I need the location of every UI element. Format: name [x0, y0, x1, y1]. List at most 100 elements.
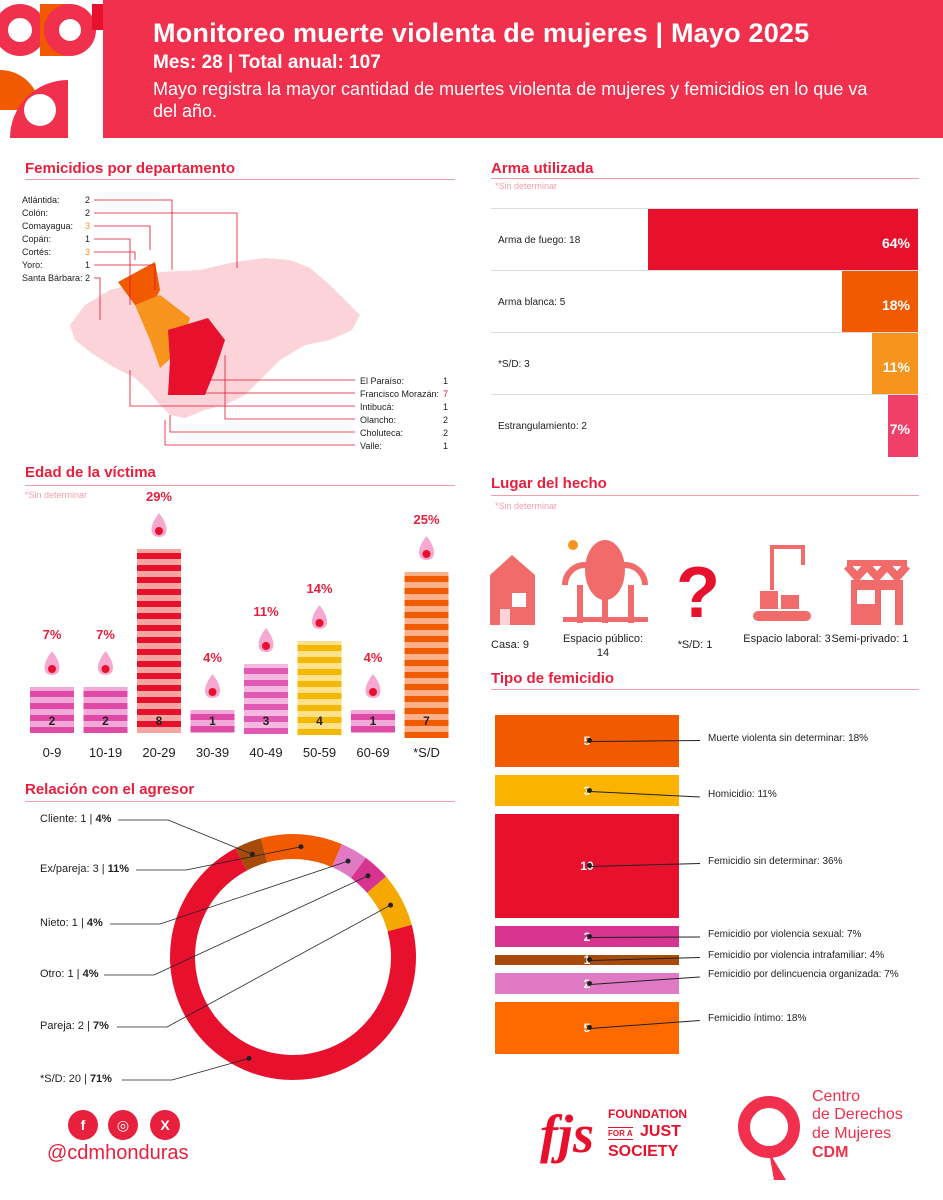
age-pct: 7% [42, 627, 62, 642]
store-icon [844, 560, 910, 625]
cdm-line4: CDM [812, 1144, 849, 1161]
relacion-label: Ex/pareja: 3 | 11% [40, 863, 129, 875]
dept-name: Intibucá: [360, 402, 395, 412]
arma-row: 7% Estrangulamiento: 2 [491, 394, 918, 457]
honduras-map [70, 199, 360, 446]
section-divider [491, 689, 919, 690]
age-pct: 4% [203, 650, 222, 665]
relacion-label: Otro: 1 | 4% [40, 968, 99, 980]
age-label: 0-9 [42, 745, 62, 760]
instagram-icon[interactable]: ◎ [108, 1110, 138, 1140]
donut-slice [260, 834, 342, 868]
age-pct: 25% [413, 512, 440, 527]
age-count: 3 [262, 714, 270, 728]
relacion-leader-line [118, 819, 253, 855]
age-candle-chart [30, 513, 449, 738]
relacion-label-pct: 71% [89, 1073, 112, 1085]
arma-pct: 7% [889, 421, 910, 437]
facebook-icon[interactable]: f [68, 1110, 98, 1140]
age-candle [297, 605, 342, 735]
fjs-line1: FOUNDATION [608, 1107, 688, 1121]
arma-label: Arma de fuego: 18 [498, 235, 581, 246]
section-divider [25, 801, 455, 802]
arma-bar: 7% [888, 395, 918, 457]
page-description: Mayo registra la mayor cantidad de muert… [153, 79, 868, 121]
relacion-leader-line [117, 904, 391, 1028]
relacion-donut-chart [104, 819, 416, 1081]
dept-leader-line [94, 199, 173, 270]
arma-row: 11% *S/D: 3 [491, 332, 918, 395]
tipo-dot [587, 738, 592, 743]
factory-icon [753, 545, 811, 621]
age-count: 2 [48, 714, 56, 728]
dept-leader-line [224, 355, 355, 420]
fjs-line2: FOR A [608, 1127, 633, 1140]
dept-value: 1 [443, 402, 449, 412]
tipo-label: Homicidio: 11% [708, 789, 777, 800]
arma-bar: 64% [648, 209, 918, 271]
lugar-label: Espacio laboral: 3 [743, 633, 831, 645]
section-title-departamento: Femicidios por departamento [25, 160, 236, 177]
dept-value: 2 [85, 208, 91, 218]
dept-name: Olancho: [360, 415, 397, 425]
dept-name: Cortés: [22, 247, 52, 257]
social-handle[interactable]: @cdmhonduras [47, 1142, 189, 1164]
dept-leader-line [94, 212, 238, 268]
section-title-edad: Edad de la víctima [25, 464, 156, 481]
age-candle [404, 536, 449, 738]
arma-row: 18% Arma blanca: 5 [491, 270, 918, 333]
age-candle [351, 674, 395, 733]
x-twitter-icon[interactable]: X [150, 1110, 180, 1140]
tipo-label: Femicidio por violencia sexual: 7% [708, 929, 862, 940]
age-label: 10-19 [88, 745, 123, 760]
house-icon [490, 555, 535, 625]
tipo-leader-line [590, 936, 701, 938]
map-dept-cortes [118, 262, 160, 310]
section-divider [25, 485, 455, 486]
question-icon: ? [676, 553, 720, 633]
age-label: 60-69 [356, 745, 390, 760]
dept-value: 2 [85, 273, 91, 283]
relacion-label-text: Pareja: 2 | [40, 1020, 93, 1032]
age-pct: 29% [145, 489, 173, 504]
relacion-leader-line [104, 875, 369, 976]
lugar-label: Espacio público: 14 [562, 633, 644, 659]
relacion-leader-line [110, 860, 349, 925]
map-dept-francisco-morazan [168, 318, 225, 395]
arma-pct: 18% [881, 297, 910, 313]
section-divider [491, 178, 919, 179]
relacion-label: Nieto: 1 | 4% [40, 917, 103, 929]
dept-leader-line [94, 251, 136, 260]
age-count: 4 [316, 714, 323, 728]
dept-name: Colón: [22, 208, 49, 218]
arma-label: Estrangulamiento: 2 [498, 421, 587, 432]
age-pct: 7% [96, 627, 115, 642]
arma-bar: 18% [842, 271, 918, 333]
dept-leader-line [194, 370, 355, 394]
relacion-label: Cliente: 1 | 4% [40, 813, 111, 825]
age-count: 2 [102, 714, 109, 728]
page-title: Monitoreo muerte violenta de mujeres | M… [153, 18, 810, 48]
tipo-dot [587, 980, 592, 986]
fjs-line3: JUST [640, 1123, 681, 1140]
relacion-dot [388, 902, 394, 908]
section-title-lugar: Lugar del hecho [491, 475, 607, 492]
age-pct: 14% [306, 581, 333, 596]
dept-leader-line [129, 370, 355, 407]
relacion-dot [345, 858, 351, 864]
dept-value: 1 [85, 234, 91, 244]
tipo-label: Muerte violenta sin determinar: 18% [708, 733, 869, 744]
age-label: 30-39 [195, 745, 230, 760]
cdm-logo-graphic [0, 0, 103, 138]
age-pct: 11% [253, 604, 279, 619]
relacion-leader-line [122, 1058, 250, 1081]
dept-value: 3 [85, 221, 91, 231]
cdm-logo: Centro de Derechos de Mujeres CDM [736, 1085, 936, 1185]
relacion-label-pct: 4% [82, 968, 99, 980]
dept-name: Choluteca: [360, 428, 404, 438]
section-title-relacion: Relación con el agresor [25, 781, 195, 798]
relacion-label-pct: 4% [95, 813, 112, 825]
relacion-label-pct: 11% [107, 863, 130, 875]
dept-value: 2 [443, 428, 449, 438]
tipo-label: Femicidio por violencia intrafamiliar: 4… [708, 950, 885, 961]
